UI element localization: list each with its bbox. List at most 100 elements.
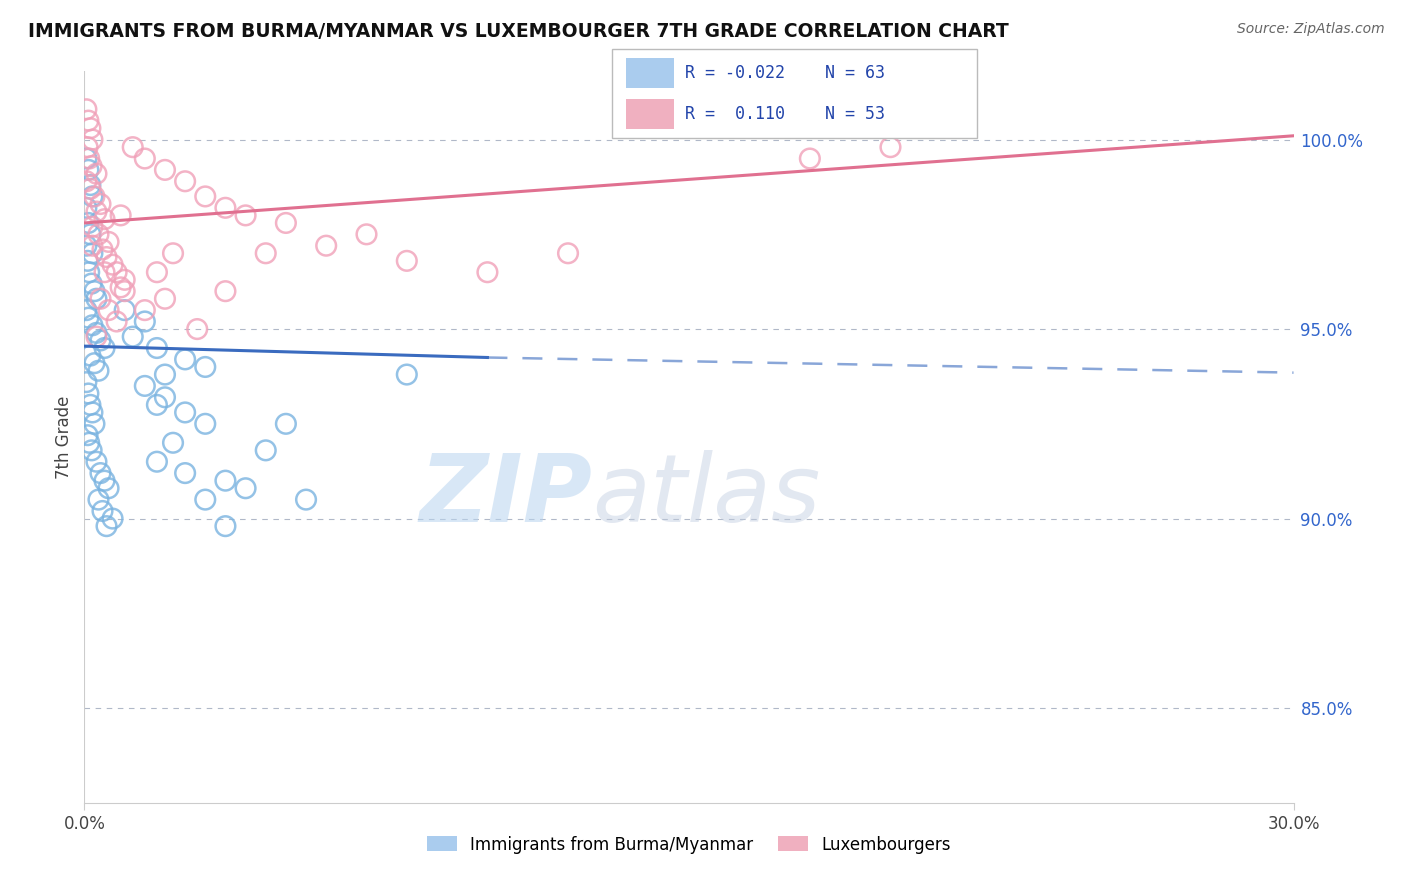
Point [254,443,277,458]
Point [146,398,169,412]
Point [91,243,114,257]
Point [79,227,101,242]
Point [97,481,120,495]
Point [79,182,101,196]
Point [146,265,169,279]
Point [274,417,297,431]
Point [105,314,128,328]
Point [75,303,97,318]
Point [83,417,105,431]
Point [395,253,418,268]
Point [214,201,236,215]
Point [80,277,103,291]
Point [87,492,110,507]
Point [214,284,236,298]
Point [86,292,108,306]
Point [89,197,111,211]
Point [315,238,337,252]
Text: R =  0.110    N = 53: R = 0.110 N = 53 [685,105,884,123]
Point [105,265,128,279]
Point [153,390,176,404]
Point [82,246,104,260]
Point [395,368,418,382]
Point [121,329,143,343]
Point [87,364,110,378]
Point [96,519,118,533]
Y-axis label: 7th Grade: 7th Grade [55,395,73,479]
Point [214,519,236,533]
Point [93,341,115,355]
Point [86,204,108,219]
Point [86,329,108,343]
Point [174,466,197,480]
Point [77,113,100,128]
Point [77,435,100,450]
Point [86,326,108,340]
Point [80,443,103,458]
Point [89,334,111,348]
Point [77,216,100,230]
Point [75,102,97,116]
Point [162,246,184,260]
Point [356,227,378,242]
Point [83,356,105,370]
Point [76,253,98,268]
Point [121,140,143,154]
Point [153,368,176,382]
Text: ZIP: ZIP [419,450,592,541]
Point [295,492,318,507]
Point [82,132,104,146]
Text: Source: ZipAtlas.com: Source: ZipAtlas.com [1237,22,1385,37]
Point [97,303,120,318]
Point [77,386,100,401]
Point [114,303,136,318]
Point [134,152,156,166]
Point [214,474,236,488]
Point [93,212,115,227]
Point [75,152,97,166]
Text: atlas: atlas [592,450,821,541]
Point [174,405,197,419]
Point [97,235,120,249]
Point [101,258,124,272]
Point [194,189,217,203]
Point [91,504,114,518]
Point [235,481,257,495]
Point [86,167,108,181]
Point [82,219,104,234]
Point [194,417,217,431]
Point [82,238,104,252]
Point [80,159,103,173]
Point [89,292,111,306]
Point [89,466,111,480]
FancyBboxPatch shape [626,58,673,88]
Point [153,292,176,306]
Point [77,265,100,279]
Point [82,318,104,333]
Point [79,178,101,192]
Point [79,398,101,412]
Point [87,227,110,242]
Point [86,455,108,469]
FancyBboxPatch shape [612,49,977,138]
Point [477,265,499,279]
Point [146,341,169,355]
Point [77,152,100,166]
Point [75,375,97,389]
Point [75,174,97,188]
Point [146,455,169,469]
Point [799,152,821,166]
Point [79,349,101,363]
Point [83,284,105,298]
Point [153,162,176,177]
Point [557,246,579,260]
Point [110,280,132,294]
Point [879,140,901,154]
Text: R = -0.022    N = 63: R = -0.022 N = 63 [685,64,884,82]
Point [93,265,115,279]
Point [235,208,257,222]
Point [114,284,136,298]
Point [162,435,184,450]
Point [134,303,156,318]
Point [96,250,118,264]
